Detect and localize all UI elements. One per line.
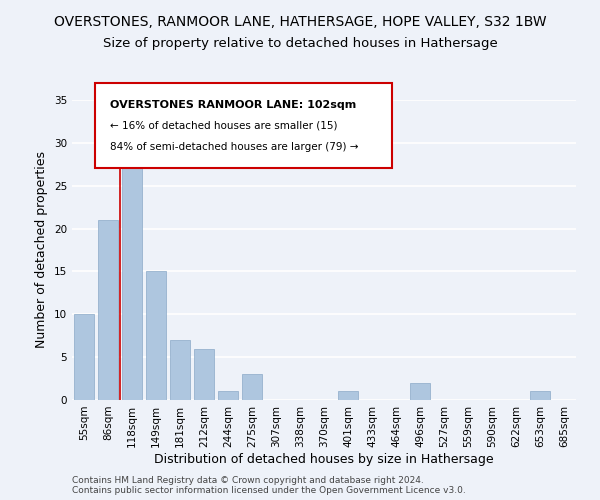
Text: OVERSTONES RANMOOR LANE: 102sqm: OVERSTONES RANMOOR LANE: 102sqm bbox=[110, 100, 356, 110]
Text: ← 16% of detached houses are smaller (15): ← 16% of detached houses are smaller (15… bbox=[110, 121, 337, 131]
Bar bbox=[242, 374, 262, 400]
Bar bbox=[194, 348, 214, 400]
Bar bbox=[218, 392, 238, 400]
Text: Contains HM Land Registry data © Crown copyright and database right 2024.: Contains HM Land Registry data © Crown c… bbox=[72, 476, 424, 485]
Bar bbox=[74, 314, 94, 400]
Bar bbox=[410, 383, 430, 400]
Text: 84% of semi-detached houses are larger (79) →: 84% of semi-detached houses are larger (… bbox=[110, 142, 358, 152]
Text: Contains public sector information licensed under the Open Government Licence v3: Contains public sector information licen… bbox=[72, 486, 466, 495]
Text: OVERSTONES, RANMOOR LANE, HATHERSAGE, HOPE VALLEY, S32 1BW: OVERSTONES, RANMOOR LANE, HATHERSAGE, HO… bbox=[53, 15, 547, 29]
Text: Size of property relative to detached houses in Hathersage: Size of property relative to detached ho… bbox=[103, 38, 497, 51]
FancyBboxPatch shape bbox=[95, 84, 392, 168]
Bar bbox=[146, 272, 166, 400]
Bar bbox=[338, 392, 358, 400]
Bar bbox=[530, 392, 550, 400]
Bar bbox=[170, 340, 190, 400]
X-axis label: Distribution of detached houses by size in Hathersage: Distribution of detached houses by size … bbox=[154, 452, 494, 466]
Y-axis label: Number of detached properties: Number of detached properties bbox=[35, 152, 49, 348]
Bar bbox=[122, 160, 142, 400]
Bar bbox=[98, 220, 118, 400]
